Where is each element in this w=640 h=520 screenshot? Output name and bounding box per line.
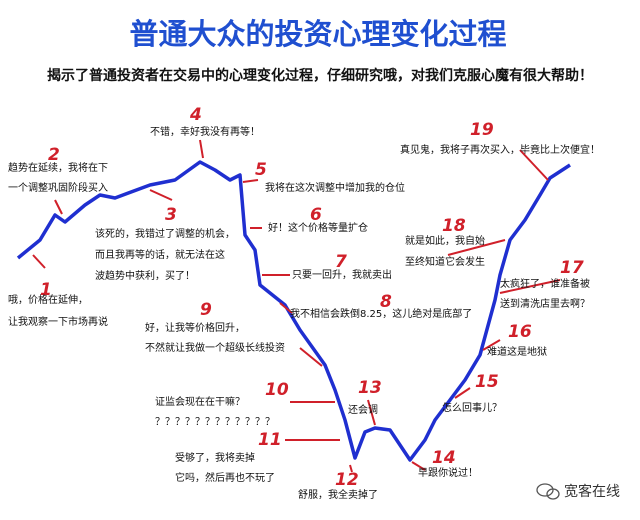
stage-number: 18 [442, 216, 466, 236]
stage-text: 让我观察一下市场再说 [8, 315, 108, 328]
subtitle: 揭示了普通投资者在交易中的心理变化过程，仔细研究哦，对我们克服心魔有很大帮助！ [47, 67, 593, 84]
stage-text: 早跟你说过！ [418, 466, 478, 479]
stage-number: 8 [380, 292, 392, 312]
stage-text: 而且我再等的话，就无法在这 [95, 248, 225, 261]
stage-number: 12 [335, 470, 359, 490]
stage-text: 好，让我等价格回升， [145, 321, 245, 334]
stage-number: 10 [265, 380, 289, 400]
stage-number: 6 [310, 205, 322, 225]
stage-number: 7 [335, 252, 347, 272]
stage-text: 难道这是地狱 [487, 345, 547, 358]
stage-text: 它吗，然后再也不玩了 [175, 471, 275, 484]
stage-number: 3 [165, 205, 177, 225]
stage-text: 就是如此，我自始 [405, 234, 485, 247]
stage-number: 2 [48, 145, 60, 165]
stage-number: 14 [432, 448, 456, 468]
stage-text: 趋势在延续，我将在下 [8, 161, 108, 174]
stage-number: 13 [358, 378, 382, 398]
stage-text: 该死的，我错过了调整的机会， [95, 227, 235, 240]
stage-number: 16 [508, 322, 532, 342]
stage-text: 怎么回事儿？ [442, 401, 502, 414]
stage-text: 送到清洗店里去啊？ [500, 297, 590, 310]
stage-text: 受够了，我将卖掉 [175, 451, 255, 464]
stage-number: 19 [470, 120, 494, 140]
stage-text: 真见鬼，我将子再次买入，毕竟比上次便宜！ [400, 143, 600, 156]
stage-text: 还会调 [348, 403, 378, 416]
stage-number: 4 [189, 105, 202, 125]
stage-text: 至终知道它会发生 [405, 255, 485, 268]
stage-text: 波趋势中获利，买了！ [95, 269, 195, 282]
stage-number: 5 [255, 160, 267, 180]
stage-text: 好！这个价格等量扩仓 [268, 221, 368, 234]
stage-text: 只要一回升，我就卖出 [292, 268, 392, 281]
title: 普通大众的投资心理变化过程 [129, 17, 506, 51]
watermark-icon [536, 483, 560, 500]
stage-number: 1 [40, 280, 52, 300]
leader-lines [32, 139, 561, 473]
stage-text: 一个调整巩固阶段买入 [8, 181, 108, 194]
stage-text: 太疯狂了，谁准备被 [500, 277, 590, 290]
watermark: 宽客在线 [564, 483, 620, 500]
stage-text: 我不相信会跌倒8.25，这儿绝对是底部了 [290, 307, 472, 320]
stage-number: 9 [200, 300, 212, 320]
stage-text: 哦，价格在延伸， [8, 293, 88, 306]
stage-text: 证监会现在在干嘛？ [155, 395, 245, 408]
price-curve [16, 160, 571, 462]
stage-number: 11 [258, 430, 282, 450]
stage-text: 不然就让我做一个超级长线投资 [145, 341, 285, 354]
stage-text: 不错，幸好我没有再等！ [150, 125, 260, 138]
stage-text: 我将在这次调整中增加我的仓位 [265, 181, 405, 194]
stage-number: 17 [560, 258, 584, 278]
stage-text: ？？？？？？？？？？？？ [155, 417, 275, 428]
stage-number: 15 [475, 372, 499, 392]
stage-text: 舒服，我全卖掉了 [298, 488, 378, 501]
